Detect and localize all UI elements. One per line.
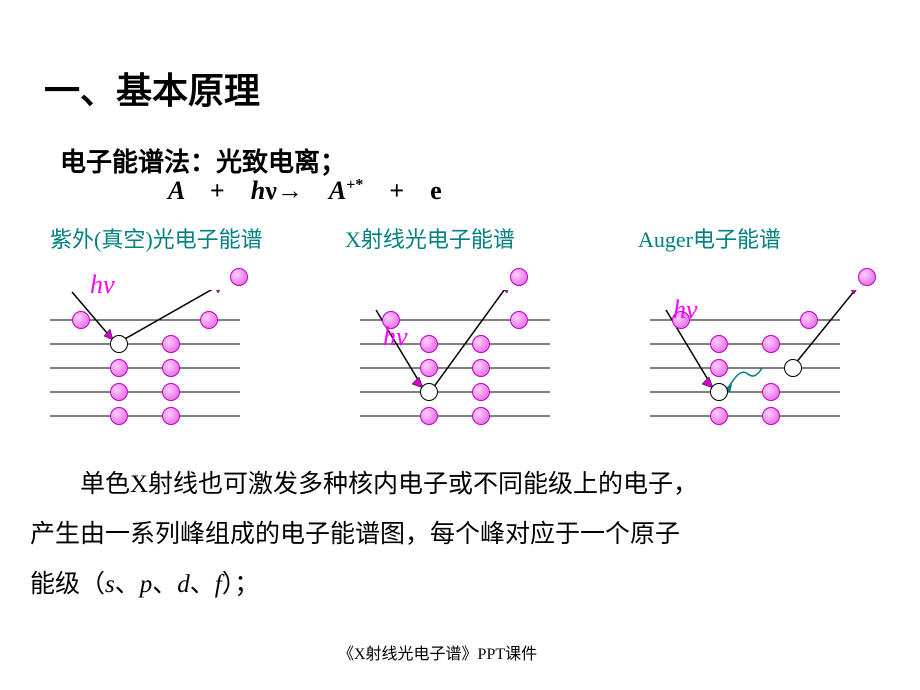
eq-sp4: [370, 176, 383, 205]
electron: [72, 311, 90, 329]
hv-label-auger: hν: [673, 295, 698, 325]
slide-footer: 《X射线光电子谱》PPT课件: [338, 640, 537, 664]
ionization-equation: A + hν→ A+* + e: [168, 176, 442, 206]
electron: [472, 359, 490, 377]
electron: [162, 383, 180, 401]
electron: [762, 407, 780, 425]
diagram-title-xray: X射线光电子能谱: [345, 222, 515, 254]
diagram-xray: hν: [360, 290, 570, 450]
eq-sup: +*: [346, 176, 363, 193]
electron: [472, 383, 490, 401]
body-paragraph: 单色X射线也可激发多种核内电子或不同能级上的电子， 产生由一系列峰组成的电子能谱…: [30, 460, 900, 610]
electron: [710, 407, 728, 425]
electron: [800, 311, 818, 329]
electron: [762, 383, 780, 401]
eq-h: h: [251, 176, 265, 205]
electron: [110, 407, 128, 425]
electron: [472, 407, 490, 425]
electron: [710, 335, 728, 353]
hv-label-xray: hν: [383, 322, 408, 352]
eq-sp5: [411, 176, 424, 205]
eq-sp2: [231, 176, 244, 205]
ejected-electron: [230, 268, 248, 286]
eq-plus2: +: [389, 176, 404, 205]
electron: [110, 383, 128, 401]
section-title: 一、基本原理: [44, 62, 260, 114]
electron: [762, 335, 780, 353]
subtitle: 电子能谱法：光致电离；: [60, 142, 346, 179]
electron: [162, 359, 180, 377]
electron: [710, 359, 728, 377]
ejected-electron: [510, 268, 528, 286]
electron: [510, 311, 528, 329]
electron: [200, 311, 218, 329]
ejected-electron: [858, 268, 876, 286]
electron: [472, 335, 490, 353]
eq-nu: ν: [265, 176, 277, 205]
eq-arrow: →: [277, 176, 303, 205]
body-line-2: 产生由一系列峰组成的电子能谱图，每个峰对应于一个原子: [30, 521, 680, 548]
eq-A2: A: [329, 176, 346, 205]
eq-plus1: +: [210, 176, 225, 205]
electron-hole: [710, 383, 728, 401]
electron: [162, 335, 180, 353]
diagram-title-auger: Auger电子能谱: [638, 222, 781, 254]
electron-hole: [420, 383, 438, 401]
orbital-f: f: [215, 571, 222, 598]
electron-hole: [784, 359, 802, 377]
diagram-title-uv: 紫外(真空)光电子能谱: [50, 222, 263, 254]
diagram-uv: hν: [50, 290, 260, 450]
eq-A1: A: [168, 176, 184, 205]
hv-label-uv: hν: [90, 270, 115, 300]
electron: [420, 335, 438, 353]
eq-sp1: [190, 176, 203, 205]
body-tail: ）；: [222, 571, 260, 598]
diagram-auger: hν: [650, 290, 880, 450]
orbital-d: d: [177, 571, 190, 598]
eq-sp3: [309, 176, 322, 205]
electron: [420, 359, 438, 377]
body-line-3: 能级（: [30, 571, 105, 598]
orbital-s: s: [105, 571, 115, 598]
electron: [162, 407, 180, 425]
electron: [110, 359, 128, 377]
electron: [420, 407, 438, 425]
orbital-p: p: [140, 571, 153, 598]
eq-e: e: [430, 176, 442, 205]
body-line-1: 单色X射线也可激发多种核内电子或不同能级上的电子，: [30, 471, 698, 498]
electron-hole: [110, 335, 128, 353]
